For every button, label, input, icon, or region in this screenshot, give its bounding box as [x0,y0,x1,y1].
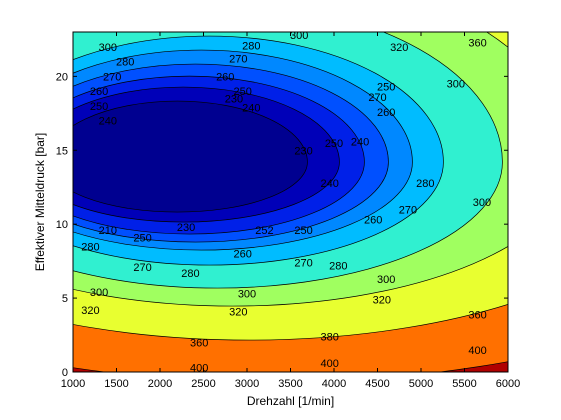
contour-label: 260 [216,71,234,83]
contour-label: 270 [103,71,121,83]
contour-label: 260 [377,107,395,119]
contour-label: 270 [229,54,247,66]
contour-line-250 [73,63,389,243]
contour-label: 250 [90,101,108,113]
contour-label: 300 [238,289,256,301]
contour-label: 300 [447,79,465,91]
contour-line-260 [73,49,413,251]
contour-label: 300 [90,287,108,299]
x-tick-label: 1000 [61,378,85,390]
contour-label: 270 [399,204,417,216]
contour-label: 280 [416,178,434,190]
contour-label: 360 [468,37,486,49]
contour-line-240 [73,75,365,235]
contour-fills [73,32,508,372]
contour-label: 270 [133,262,151,274]
contour-label: 300 [99,42,117,54]
contour-label: 280 [81,241,99,253]
contour-label: 360 [190,337,208,349]
x-tick-label: 3000 [235,378,259,390]
x-tick-label: 5500 [452,378,476,390]
contour-label: 250 [233,86,251,98]
contour-line-280 [73,32,503,289]
contour-label: 380 [320,332,338,344]
contour-lines [73,32,508,372]
contour-label: 400 [468,345,486,357]
x-tick-label: 4500 [365,378,389,390]
y-axis-label: Effektiver Mitteldruck [bar] [33,133,47,272]
contour-label: 280 [181,268,199,280]
x-tick-label: 3500 [278,378,302,390]
contour-label: 400 [320,358,338,370]
y-axis: 0 5 10 15 20 [56,71,508,379]
contour-label: 270 [294,258,312,270]
contour-label: 280 [329,261,347,273]
x-tick-label: 4000 [322,378,346,390]
contour-label: 230 [294,145,312,157]
contour-label: 240 [99,116,117,128]
contour-label: 250 [325,138,343,150]
contour-label: 280 [242,40,260,52]
contour-line-270 [73,35,444,266]
x-axis-label: Drehzahl [1/min] [247,394,334,408]
contour-label: 240 [242,102,260,114]
contour-label: 280 [116,57,134,69]
y-tick-label: 10 [56,219,68,231]
x-axis: 1000 1500 2000 2500 3000 3500 4000 4500 5000 5500… [61,32,520,390]
x-tick-label: 2500 [191,378,215,390]
contour-region-minimum [73,100,308,213]
contour-label: 240 [351,136,369,148]
contour-label: 230 [225,94,243,106]
contour-label: 210 [99,225,117,237]
contour-label: 320 [81,305,99,317]
contour-label: 320 [390,42,408,54]
y-tick-label: 5 [62,293,68,305]
contour-label: 300 [290,30,308,42]
contour-label: 320 [373,295,391,307]
x-tick-label: 2000 [148,378,172,390]
contour-line-230 [73,86,340,223]
contour-label: 260 [90,86,108,98]
contour-label: 400 [190,363,208,375]
y-tick-label: 15 [56,145,68,157]
x-tick-label: 6000 [496,378,520,390]
contour-label: 270 [368,92,386,104]
contour-label: 250 [294,225,312,237]
y-tick-label: 20 [56,71,68,83]
contour-label: 230 [177,222,195,234]
contour-label: 320 [229,306,247,318]
contour-label: 300 [377,274,395,286]
contour-label: 250 [377,82,395,94]
contour-label: 252 [255,225,273,237]
x-tick-label: 5000 [409,378,433,390]
contour-label: 260 [364,215,382,227]
x-tick-label: 1500 [104,378,128,390]
contour-label: 240 [320,178,338,190]
contour-label: 300 [473,197,491,209]
contour-label: 360 [468,309,486,321]
contour-label: 260 [233,249,251,261]
contour-label: 250 [133,232,151,244]
y-tick-label: 0 [62,367,68,379]
